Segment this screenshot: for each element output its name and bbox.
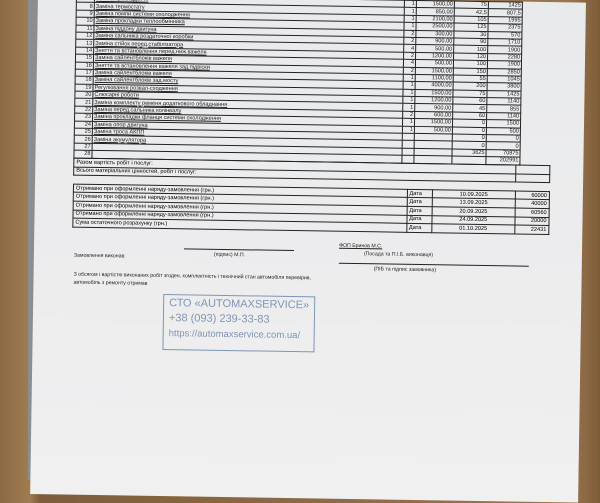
summary-table: Разом вартість робіт і послуг: Всього ма… — [72, 158, 550, 235]
final-amount: 22431 — [514, 225, 549, 235]
date-label: Дата — [406, 189, 433, 199]
executor-caption: (Посада та П.І.Б. виконавця) — [363, 251, 434, 259]
final-date: 01.10.2025 — [431, 223, 515, 234]
company-stamp: СТО «AUTOMAXSERVICE» +38 (093) 239-33-83… — [162, 294, 316, 353]
date-label: Дата — [406, 197, 432, 207]
date-label: Дата — [406, 206, 432, 216]
sign-caption: (підпис) М.П. — [213, 251, 246, 259]
executor-name: ФОП Бринов М.С. — [339, 242, 383, 250]
date-label: Дата — [406, 214, 432, 224]
agreement-text: З обсягом і вартістю виконаних робіт зго… — [73, 271, 312, 287]
customer-caption: (ПІБ та підпис замовника) — [373, 266, 437, 274]
stamp-url: https://automaxservice.com.ua/ — [168, 328, 301, 342]
ordered-label: Замовлення виконав: — [73, 252, 126, 260]
date-label: Дата — [406, 223, 432, 233]
